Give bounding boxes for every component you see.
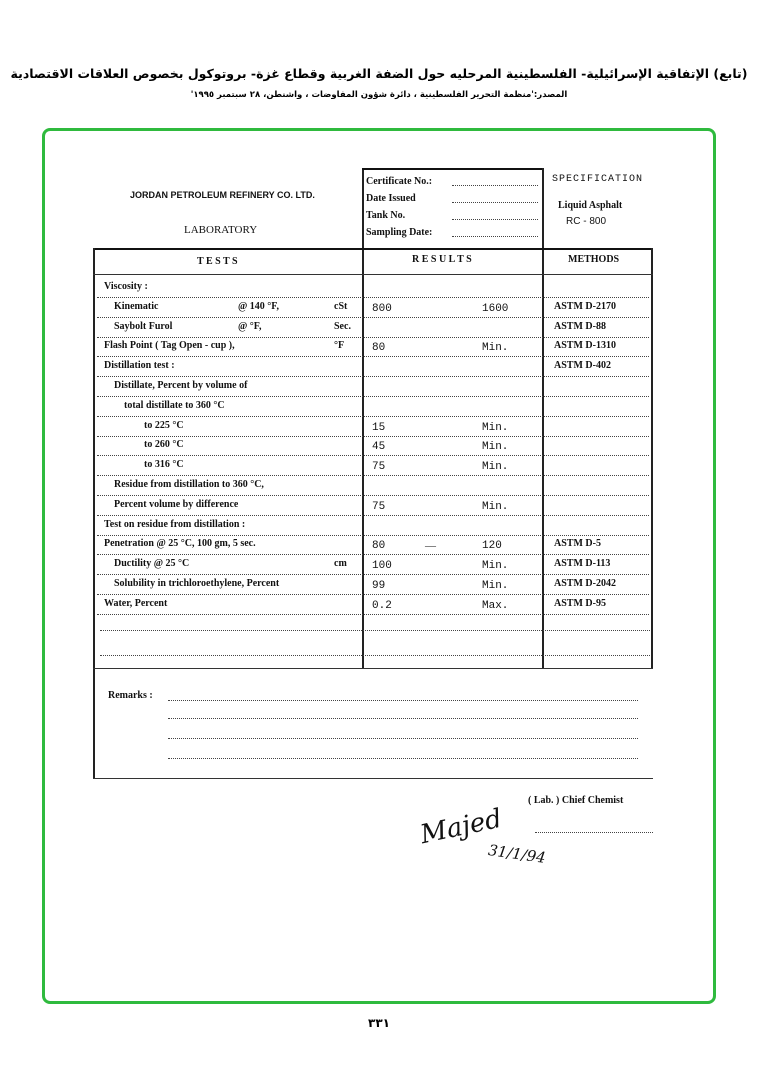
test-method: ASTM D-2042 (554, 578, 616, 589)
test-name: Flash Point ( Tag Open - cup ), (104, 340, 235, 352)
result-value: 800 (372, 302, 392, 315)
certificate-field-label: Certificate No.: (366, 176, 433, 187)
test-method: ASTM D-1310 (554, 340, 616, 352)
test-method: ASTM D-5 (554, 538, 601, 550)
result-value: 45 (372, 441, 386, 454)
test-condition: @ °F, (238, 320, 262, 332)
row-line (97, 613, 649, 615)
test-unit: Sec. (334, 320, 351, 332)
column-header-methods: METHODS (568, 254, 620, 265)
test-unit: cSt (334, 300, 348, 312)
certificate-field-label: Tank No. (366, 210, 406, 221)
result-value: 100 (372, 560, 392, 573)
test-method: ASTM D-2170 (554, 300, 616, 312)
page-number: ٣٣١ (368, 1016, 390, 1030)
certificate-field-line (452, 202, 538, 203)
row-line (97, 336, 649, 338)
document-source: المصدر:'منظمة التحرير الفلسطينية ، دائرة… (190, 90, 568, 100)
test-name: Distillate, Percent by volume of (114, 380, 248, 391)
test-name: to 260 °C (144, 439, 184, 451)
result-value: 15 (372, 421, 386, 434)
result-limit: Min. (482, 421, 509, 434)
chief-chemist-label: ( Lab. ) Chief Chemist (528, 795, 624, 806)
certificate-field-line (452, 236, 538, 237)
row-line (97, 376, 649, 378)
test-method: ASTM D-88 (554, 320, 606, 332)
product-name: Liquid Asphalt (558, 200, 623, 211)
row-line (97, 316, 649, 318)
test-name: total distillate to 360 °C (124, 399, 225, 411)
test-name: Viscosity : (104, 281, 148, 292)
row-line (97, 475, 649, 477)
result-limit: 1600 (482, 302, 509, 315)
result-limit: Min. (482, 580, 509, 592)
test-name: to 316 °C (144, 459, 184, 471)
row-line (97, 514, 649, 516)
test-method: ASTM D-402 (554, 360, 611, 372)
specification-label: SPECIFICATION (552, 174, 644, 185)
result-limit: Min. (482, 461, 509, 474)
result-value: 80 (372, 540, 386, 553)
certificate-field-label: Sampling Date: (366, 227, 433, 238)
result-value: 75 (372, 500, 386, 513)
certificate-field-label: Date Issued (366, 193, 416, 204)
result-value: 75 (372, 461, 386, 474)
test-name: Kinematic (114, 300, 159, 312)
remarks-label: Remarks : (108, 690, 153, 701)
result-limit: 120 (482, 540, 502, 553)
department: LABORATORY (184, 224, 258, 236)
column-header-results: R E S U L T S (412, 254, 472, 265)
test-name: Percent volume by difference (114, 498, 239, 510)
highlight-frame (42, 128, 716, 1004)
document-title: (تابع) الإتفاقية الإسرائيلية- الفلسطينية… (10, 66, 748, 81)
result-limit: Min. (482, 500, 509, 513)
result-limit: Min. (482, 441, 509, 454)
test-unit: cm (334, 558, 347, 570)
row-line (97, 396, 649, 397)
row-line (97, 435, 649, 437)
test-unit: °F (334, 340, 345, 352)
test-name: Residue from distillation to 360 °C, (114, 479, 264, 490)
column-header-tests: T E S T S (197, 256, 238, 267)
result-limit: Min. (482, 560, 509, 573)
row-line (97, 356, 649, 358)
result-value: 0.2 (372, 599, 392, 612)
row-line (97, 415, 649, 417)
row-line (97, 594, 649, 595)
row-line (97, 495, 649, 496)
certificate-field-line (452, 185, 538, 186)
test-name: to 225 °C (144, 419, 184, 431)
test-name: Water, Percent (104, 597, 168, 609)
company-name: JORDAN PETROLEUM REFINERY CO. LTD. (130, 190, 315, 200)
test-name: Saybolt Furol (114, 320, 173, 332)
result-limit: Max. (482, 599, 509, 612)
test-method: ASTM D-113 (554, 558, 611, 570)
test-condition: @ 140 °F, (238, 300, 279, 312)
result-limit: Min. (482, 342, 509, 355)
row-line (97, 297, 649, 298)
row-line (97, 554, 649, 556)
test-name: Penetration @ 25 °C, 100 gm, 5 sec. (104, 538, 256, 550)
row-line (97, 455, 649, 457)
product-grade: RC - 800 (566, 216, 607, 227)
test-name: Distillation test : (104, 360, 175, 372)
test-name: Test on residue from distillation : (104, 518, 246, 530)
certificate-field-line (452, 219, 538, 220)
result-value: 99 (372, 580, 386, 592)
result-separator: — (425, 540, 436, 553)
test-method: ASTM D-95 (554, 597, 606, 609)
row-line (97, 534, 649, 536)
test-name: Ductility @ 25 °C (114, 558, 190, 570)
row-line (97, 574, 649, 576)
result-value: 80 (372, 342, 386, 355)
test-name: Solubility in trichloroethylene, Percent (114, 578, 280, 589)
